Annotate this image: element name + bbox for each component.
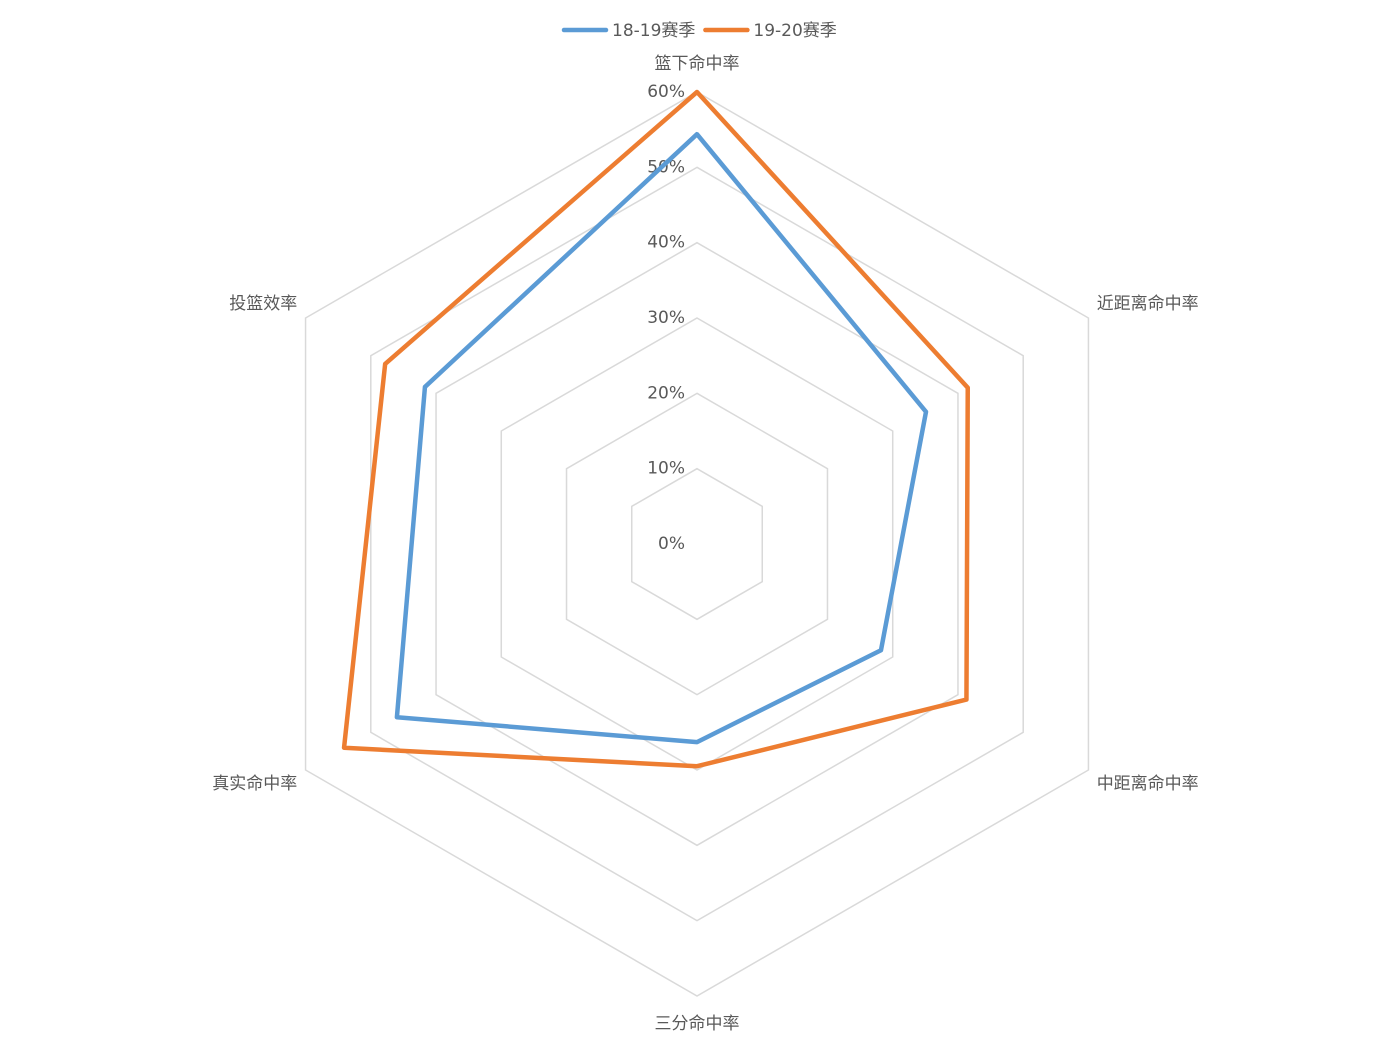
category-label: 近距离命中率 xyxy=(1097,294,1199,314)
series-line xyxy=(394,131,929,745)
grid-ring xyxy=(565,392,829,696)
category-label: 篮下命中率 xyxy=(655,54,740,74)
r-tick-label: 10% xyxy=(647,459,685,479)
r-tick-label: 0% xyxy=(658,534,685,554)
grid-ring xyxy=(370,166,1024,922)
grid-ring xyxy=(304,91,1090,997)
r-tick-label: 30% xyxy=(647,308,685,328)
r-tick-label: 40% xyxy=(647,233,685,253)
grid-ring xyxy=(500,317,894,771)
grid-ring xyxy=(631,467,763,621)
r-tick-label: 60% xyxy=(647,82,685,102)
r-tick-label: 20% xyxy=(647,383,685,403)
category-label: 三分命中率 xyxy=(655,1014,740,1034)
category-label: 真实命中率 xyxy=(212,774,297,794)
category-label: 投篮效率 xyxy=(229,294,297,314)
category-label: 中距离命中率 xyxy=(1097,774,1199,794)
legend-label: 18-19赛季 xyxy=(612,20,695,41)
series-line xyxy=(341,89,970,769)
grid-ring xyxy=(435,241,959,847)
legend-label: 19-20赛季 xyxy=(753,20,836,41)
